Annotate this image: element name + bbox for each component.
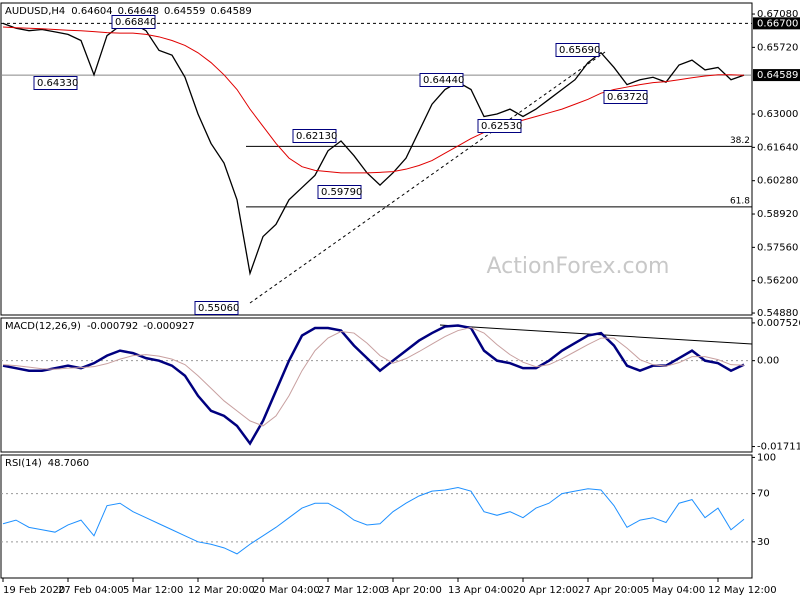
y-tick-label: 30	[757, 537, 770, 548]
y-tick-label: 0.007526	[757, 318, 800, 329]
annotation-label: 0.63720	[607, 92, 648, 103]
y-tick-label: 0.56200	[757, 276, 798, 287]
y-tick-label: 0.54880	[757, 308, 798, 319]
annotation-box	[111, 15, 156, 29]
x-tick-label: 12 Mar 20:00	[188, 585, 255, 596]
annotation-label: 0.55060	[198, 303, 239, 314]
header-value: 0.64589	[210, 6, 251, 17]
y-tick-label: 0.65720	[757, 42, 798, 53]
series-line	[2, 26, 745, 174]
header-value: -0.000792	[87, 321, 138, 332]
y-tick-label: 0.67080	[757, 9, 798, 20]
x-tick-label: 5 Mar 12:00	[123, 585, 183, 596]
series-line	[2, 327, 745, 427]
annotation-box	[603, 90, 648, 104]
annotation-box	[194, 301, 239, 315]
x-tick-label: 20 Apr 12:00	[513, 585, 578, 596]
series-line	[2, 487, 745, 555]
fib-label: 38.2	[730, 136, 750, 146]
header-value: 48.7060	[48, 458, 89, 469]
x-tick-label: 5 May 04:00	[643, 585, 705, 596]
annotation-label: 0.62530	[481, 121, 522, 132]
header-value: 0.64559	[164, 6, 205, 17]
level-tag	[753, 17, 800, 30]
annotation-box	[317, 185, 362, 199]
x-tick-label: 27 Apr 20:00	[578, 585, 643, 596]
y-tick-label: 70	[757, 489, 770, 500]
trend-line	[249, 51, 606, 304]
annotation-label: 0.64330	[37, 78, 78, 89]
annotation-label: 0.65690	[559, 45, 600, 56]
x-tick-label: 27 Mar 12:00	[318, 585, 385, 596]
annotation-label: 0.64440	[423, 75, 464, 86]
x-tick-label: 27 Feb 04:00	[58, 585, 124, 596]
x-tick-label: 20 Mar 04:00	[253, 585, 320, 596]
y-tick-label: 0.57560	[757, 242, 798, 253]
y-tick-label: 0.61640	[757, 142, 798, 153]
rsi-panel	[0, 454, 753, 579]
level-label: 0.66700	[757, 18, 798, 29]
annotation-label: 0.62130	[296, 131, 337, 142]
x-tick-label: 19 Feb 2020	[3, 585, 65, 596]
price-panel	[0, 2, 753, 316]
annotation-box	[33, 76, 78, 90]
y-tick-label: 0.60280	[757, 176, 798, 187]
header-value: 0.64648	[118, 6, 159, 17]
header-value: 0.64604	[71, 6, 112, 17]
annotation-box	[477, 119, 522, 133]
x-tick-label: 3 Apr 20:00	[383, 585, 442, 596]
panel-title: MACD(12,26,9)	[5, 321, 81, 332]
series-line	[2, 324, 745, 446]
annotation-box	[292, 129, 337, 143]
watermark: ActionForex.com	[487, 254, 670, 279]
y-tick-label: -0.017112	[757, 442, 800, 453]
y-tick-label: 0.00	[757, 356, 779, 367]
panel-title: RSI(14)	[5, 458, 42, 469]
x-tick-label: 12 May 12:00	[708, 585, 777, 596]
level-label: 0.64589	[757, 70, 798, 81]
y-tick-label: 0.63000	[757, 109, 798, 120]
y-tick-label: 0.58920	[757, 209, 798, 220]
panel-title: AUDUSD,H4	[5, 6, 65, 17]
y-tick-label: 100	[757, 452, 776, 463]
header-value: -0.000927	[143, 321, 194, 332]
macd-panel	[0, 317, 753, 453]
annotation-box	[555, 43, 600, 57]
annotation-box	[419, 73, 464, 87]
x-tick-label: 13 Apr 04:00	[448, 585, 513, 596]
annotation-label: 0.66840	[115, 17, 156, 28]
level-tag	[753, 69, 800, 82]
fib-label: 61.8	[730, 196, 750, 206]
annotation-label: 0.59790	[321, 187, 362, 198]
